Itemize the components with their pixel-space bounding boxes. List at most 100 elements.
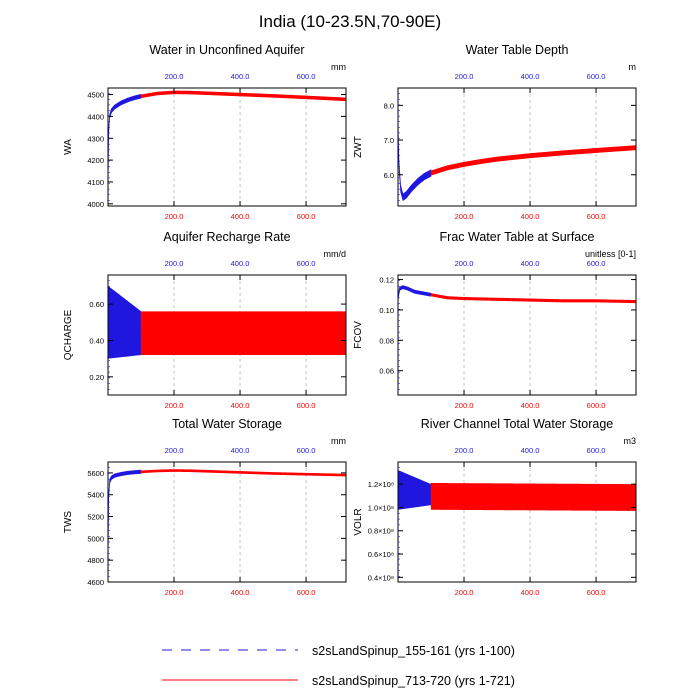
- y-tick-label-wa-1: 4100: [87, 178, 104, 187]
- plot-frame-fcov: [397, 274, 637, 396]
- series-line-wa-0: [108, 94, 142, 185]
- plot-frame-volr: [397, 461, 637, 583]
- y-tick-label-tws-0: 4600: [87, 578, 104, 587]
- x-tick-label-bottom-tws-2: 600.0: [297, 588, 316, 597]
- x-tick-label-top-zwt-2: 600.0: [587, 72, 606, 81]
- series-line-volr-0: [398, 470, 432, 510]
- y-tick-label-wa-5: 4500: [87, 91, 104, 100]
- y-axis-label-wa: WA: [63, 139, 74, 155]
- legend: s2sLandSpinup_155-161 (yrs 1-100) s2sLand…: [162, 644, 515, 688]
- panel-title-volr: River Channel Total Water Storage: [421, 417, 614, 431]
- plot-frame-tws: [107, 461, 347, 583]
- y-tick-label-qcharge-1: 0.40: [89, 336, 104, 345]
- panel-title-wa: Water in Unconfined Aquifer: [149, 43, 304, 57]
- figure-title: India (10-23.5N,70-90E): [259, 12, 441, 31]
- plot-frame-wa: [107, 87, 347, 207]
- y-axis-label-volr: VOLR: [353, 508, 364, 535]
- panel-units-volr: m3: [623, 436, 636, 446]
- y-tick-label-zwt-1: 7.0: [384, 136, 394, 145]
- x-tick-label-top-tws-2: 600.0: [297, 446, 316, 455]
- panel-volr: River Channel Total Water Storage m3 VOLR 0…: [353, 417, 637, 597]
- series-line-qcharge-0: [108, 285, 142, 359]
- series-group-zwt: [398, 122, 636, 201]
- y-tick-label-qcharge-0: 0.20: [89, 373, 104, 382]
- series-line-tws-1: [140, 469, 346, 477]
- panel-units-qcharge: mm/d: [324, 249, 347, 259]
- y-tick-label-zwt-0: 6.0: [384, 171, 394, 180]
- x-tick-label-top-fcov-1: 400.0: [521, 259, 540, 268]
- y-tick-label-fcov-2: 0.10: [379, 306, 394, 315]
- series-line-volr-1: [430, 482, 636, 511]
- x-tick-label-top-tws-1: 400.0: [231, 446, 250, 455]
- x-tick-label-bottom-wa-2: 600.0: [297, 212, 316, 221]
- y-axis-label-tws: TWS: [63, 511, 74, 534]
- y-tick-label-tws-2: 5000: [87, 534, 104, 543]
- panel-units-zwt: m: [629, 62, 637, 72]
- x-tick-label-bottom-tws-0: 200.0: [165, 588, 184, 597]
- x-tick-label-top-fcov-2: 600.0: [587, 259, 606, 268]
- y-tick-label-tws-1: 4800: [87, 556, 104, 565]
- legend-label-0: s2sLandSpinup_155-161 (yrs 1-100): [312, 644, 515, 658]
- x-tick-label-top-volr-2: 600.0: [587, 446, 606, 455]
- x-tick-label-top-zwt-0: 200.0: [455, 72, 474, 81]
- x-tick-label-top-qcharge-1: 400.0: [231, 259, 250, 268]
- panel-tws: Total Water Storage mm TWS 4600 4800 5000 5200…: [63, 417, 347, 597]
- x-tick-label-bottom-volr-1: 400.0: [521, 588, 540, 597]
- series-group-wa: [108, 90, 346, 185]
- x-tick-label-bottom-volr-2: 600.0: [587, 588, 606, 597]
- y-tick-label-qcharge-2: 0.60: [89, 300, 104, 309]
- y-axis-label-fcov: FCOV: [353, 321, 364, 349]
- series-group-tws: [108, 469, 346, 564]
- x-tick-label-top-wa-0: 200.0: [165, 72, 184, 81]
- y-tick-label-volr-2: 0.8×10⁸: [368, 527, 394, 536]
- x-tick-label-top-wa-1: 400.0: [231, 72, 250, 81]
- x-tick-label-bottom-wa-0: 200.0: [165, 212, 184, 221]
- x-tick-label-bottom-zwt-0: 200.0: [455, 212, 474, 221]
- y-tick-label-wa-0: 4000: [87, 200, 104, 209]
- y-tick-label-wa-2: 4200: [87, 156, 104, 165]
- series-line-wa-1: [140, 90, 346, 102]
- y-tick-label-fcov-3: 0.12: [379, 276, 394, 285]
- y-axis-label-zwt: ZWT: [353, 136, 364, 158]
- x-tick-label-top-fcov-0: 200.0: [455, 259, 474, 268]
- x-tick-label-bottom-fcov-1: 400.0: [521, 401, 540, 410]
- series-group-volr: [398, 470, 636, 511]
- y-tick-label-wa-3: 4300: [87, 134, 104, 143]
- panel-title-qcharge: Aquifer Recharge Rate: [163, 230, 290, 244]
- series-line-tws-0: [108, 469, 142, 564]
- x-tick-label-bottom-volr-0: 200.0: [455, 588, 474, 597]
- series-line-fcov-0: [398, 285, 432, 300]
- x-tick-label-bottom-fcov-2: 600.0: [587, 401, 606, 410]
- series-line-qcharge-1: [140, 311, 346, 356]
- y-tick-label-tws-3: 5200: [87, 513, 104, 522]
- x-tick-label-top-wa-2: 600.0: [297, 72, 316, 81]
- x-tick-label-top-qcharge-2: 600.0: [297, 259, 316, 268]
- x-tick-label-top-volr-0: 200.0: [455, 446, 474, 455]
- y-tick-label-zwt-2: 8.0: [384, 101, 394, 110]
- panel-units-wa: mm: [331, 62, 346, 72]
- chart-panels: Water in Unconfined Aquifer mm WA 4000 4100 4…: [63, 43, 637, 597]
- x-tick-label-bottom-fcov-0: 200.0: [455, 401, 474, 410]
- panel-title-zwt: Water Table Depth: [466, 43, 569, 57]
- y-tick-label-tws-5: 5600: [87, 469, 104, 478]
- panel-zwt: Water Table Depth m ZWT 6.0 7.0 8.0 200.0 200.0…: [353, 43, 637, 221]
- series-line-zwt-0: [398, 122, 432, 201]
- x-tick-label-bottom-qcharge-2: 600.0: [297, 401, 316, 410]
- y-tick-label-fcov-1: 0.08: [379, 336, 394, 345]
- panel-title-tws: Total Water Storage: [172, 417, 282, 431]
- x-tick-label-top-volr-1: 400.0: [521, 446, 540, 455]
- y-tick-label-wa-4: 4400: [87, 112, 104, 121]
- panel-fcov: Frac Water Table at Surface unitless [0-1…: [353, 230, 637, 410]
- panel-units-fcov: unitless [0-1]: [585, 249, 636, 259]
- x-tick-label-top-zwt-1: 400.0: [521, 72, 540, 81]
- panel-wa: Water in Unconfined Aquifer mm WA 4000 4100 4…: [63, 43, 347, 221]
- panel-qcharge: Aquifer Recharge Rate mm/d QCHARGE 0.20 0.40…: [63, 230, 347, 410]
- plot-frame-zwt: [397, 87, 637, 207]
- series-line-zwt-1: [430, 145, 636, 176]
- y-tick-label-volr-1: 0.6×10⁸: [368, 550, 394, 559]
- y-tick-label-volr-0: 0.4×10⁸: [368, 573, 394, 582]
- series-group-qcharge: [108, 285, 346, 359]
- x-tick-label-top-tws-0: 200.0: [165, 446, 184, 455]
- x-tick-label-bottom-zwt-1: 400.0: [521, 212, 540, 221]
